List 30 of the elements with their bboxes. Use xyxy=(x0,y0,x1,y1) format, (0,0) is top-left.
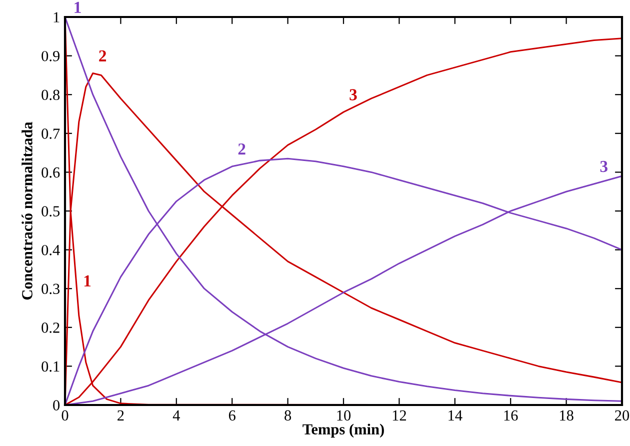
x-tick-label: 16 xyxy=(504,410,518,421)
y-tick-label: 1 xyxy=(54,12,60,22)
y-tick-label: 0.4 xyxy=(42,244,60,256)
x-tick-label: 0 xyxy=(62,410,68,421)
y-tick-label: 0 xyxy=(53,400,60,410)
annotation: 2 xyxy=(99,50,106,62)
annotation: 1 xyxy=(84,275,91,286)
x-tick-label: 18 xyxy=(560,410,574,421)
x-tick-label: 4 xyxy=(172,410,180,420)
x-tick-label: 2 xyxy=(118,410,124,420)
y-tick-label: 0.1 xyxy=(42,361,60,372)
y-tick-label: 0.5 xyxy=(42,206,60,217)
annotation: 3 xyxy=(350,89,357,100)
x-tick-label: 8 xyxy=(284,410,292,421)
x-tick-label: 12 xyxy=(392,410,406,420)
x-tick-label: 20 xyxy=(615,410,630,421)
y-axis-title: Concentració normalitzada xyxy=(22,122,32,300)
y-tick-label: 0.3 xyxy=(42,284,60,294)
annotation: 1 xyxy=(74,2,81,13)
y-tick-label: 0.2 xyxy=(42,322,60,333)
x-tick-label: 14 xyxy=(448,410,462,420)
y-tick-label: 0.8 xyxy=(42,90,60,100)
x-tick-label: 6 xyxy=(228,410,236,421)
annotation: 3 xyxy=(600,160,608,172)
y-tick-label: 0.9 xyxy=(42,50,60,62)
annotation: 2 xyxy=(238,143,246,154)
y-tick-label: 0.6 xyxy=(42,167,60,178)
x-tick-label: 10 xyxy=(337,410,351,421)
x-axis-title: Temps (min) xyxy=(302,424,384,438)
y-tick-label: 0.7 xyxy=(42,128,60,139)
